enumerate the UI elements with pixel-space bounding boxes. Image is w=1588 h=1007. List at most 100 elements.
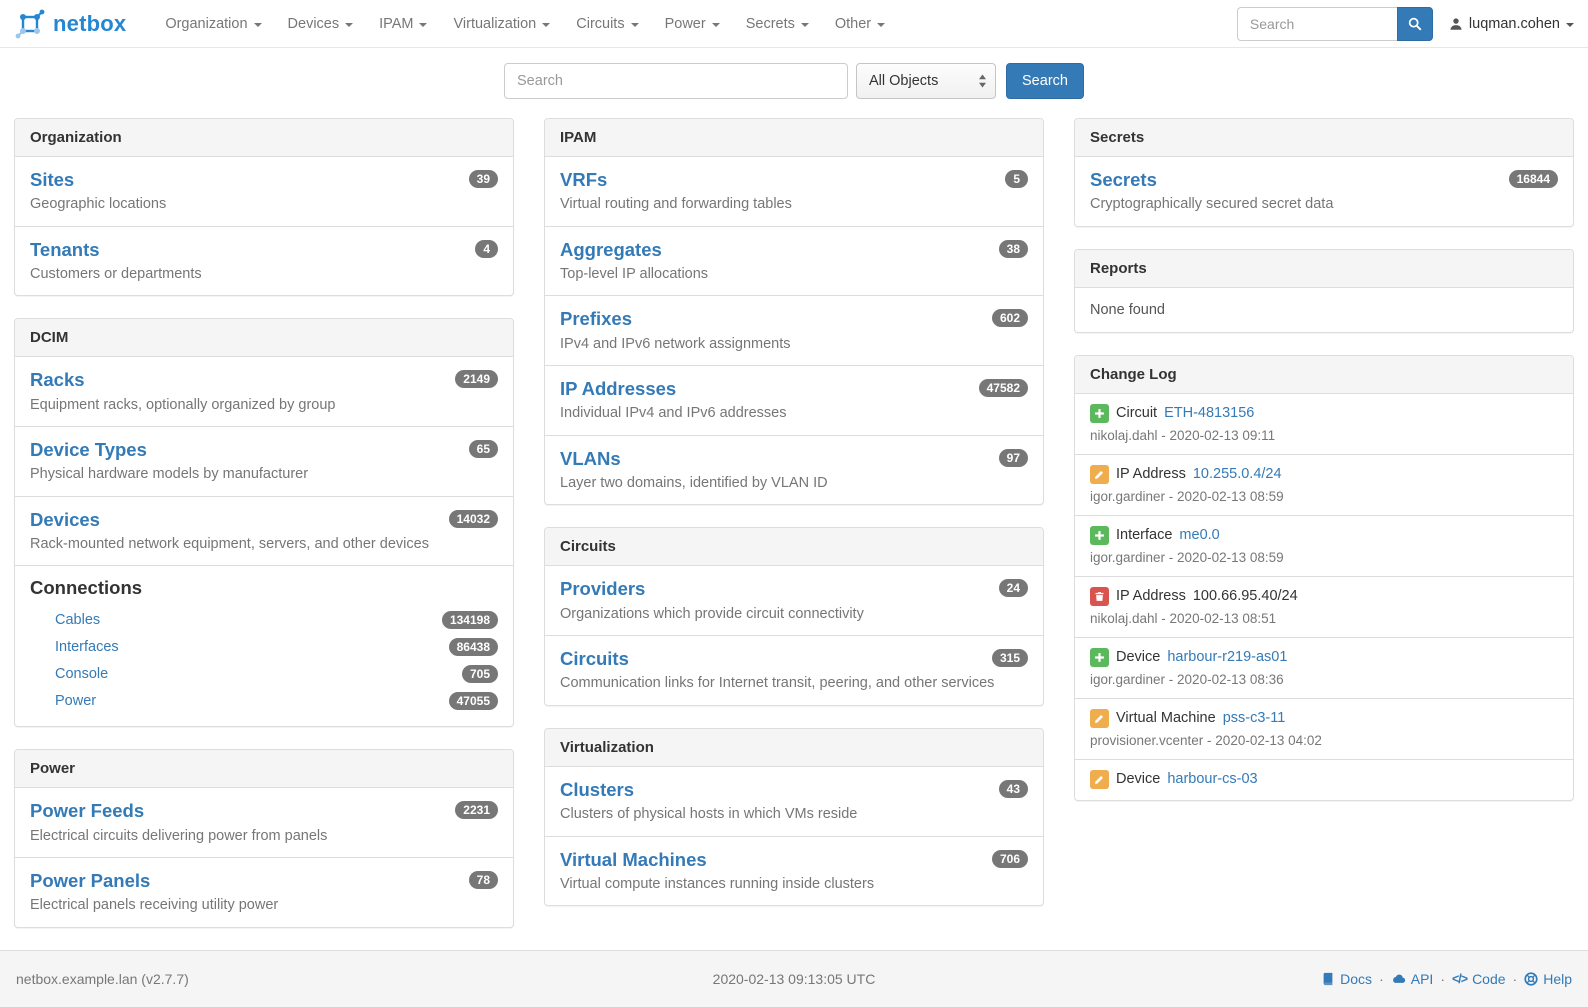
device-types-link[interactable]: Device Types [30,439,147,461]
footer-link-code[interactable]: </> Code [1452,971,1506,987]
caret-down-icon [800,22,809,27]
menu-item-virtualization[interactable]: Virtualization [440,0,563,48]
vrfs-link[interactable]: VRFs [560,169,608,190]
menu-item-circuits[interactable]: Circuits [563,0,651,48]
global-search-button[interactable]: Search [1006,63,1084,99]
brand-name: netbox [53,10,127,36]
username: luqman.cohen [1468,15,1560,32]
item-description: Electrical circuits delivering power fro… [30,827,328,844]
changelog-meta: nikolaj.dahl - 2020-02-13 08:51 [1090,610,1277,626]
panel-circuits: Circuits Providers 24 Organizations which p… [544,527,1044,706]
caret-down-icon [419,22,428,27]
separator: · [1512,970,1518,987]
circuits-link[interactable]: Circuits [560,648,629,670]
item-description: Geographic locations [30,196,167,213]
footer-hostname: netbox.example.lan (v2.7.7) [16,970,189,987]
list-item: VRFs 5 Virtual routing and forwarding tabl… [545,157,1043,226]
object-link[interactable]: pss-c3-11 [1222,709,1286,726]
footer-link-help[interactable]: Help [1524,971,1572,987]
menu-item-ipam[interactable]: IPAM [366,0,440,48]
changelog-line: Virtual Machine pss-c3-11 [1090,708,1558,728]
power-link[interactable]: Power [55,693,97,710]
prefixes-link[interactable]: Prefixes [560,308,632,330]
providers-link[interactable]: Providers [560,578,646,600]
caret-down-icon [542,22,551,27]
item-description: Virtual routing and forwarding tables [560,196,792,213]
count-badge: 86438 [448,638,498,657]
select-stepper-icon [978,74,987,88]
count-badge: 134198 [441,611,498,630]
menu-item-devices[interactable]: Devices [275,0,367,48]
list-item: Prefixes 602 IPv4 and IPv6 network assignm… [545,295,1043,365]
list-item: Tenants 4 Customers or departments [15,225,513,296]
devices-link[interactable]: Devices [30,508,100,530]
menu-item-organization[interactable]: Organization [152,0,274,48]
global-search-input[interactable] [504,63,849,99]
changelog-entry: Circuit ETH-4813156 nikolaj.dahl - 2020-02… [1075,394,1573,454]
menu-item-secrets[interactable]: Secrets [733,0,822,48]
connection-row: Power 47055 [30,688,498,715]
main-nav: Organization Devices IPAM Virtualization Cir… [152,0,898,48]
navbar-right: luqman.cohen [1236,6,1574,41]
interfaces-link[interactable]: Interfaces [55,639,119,656]
count-badge: 78 [468,871,498,890]
object-link[interactable]: ETH-4813156 [1164,404,1255,421]
power-panels-link[interactable]: Power Panels [30,870,151,892]
changelog-entry: IP Address 10.255.0.4/24 igor.gardiner - 2… [1075,453,1573,515]
plus-icon [1090,647,1109,667]
object-type-selected-value: All Objects [869,73,939,89]
object-type: Interface [1116,526,1173,543]
sites-link[interactable]: Sites [30,169,75,190]
tenants-link[interactable]: Tenants [30,238,100,260]
object-type: IP Address [1116,587,1186,604]
cables-link[interactable]: Cables [55,612,101,629]
navbar-search-button[interactable] [1396,6,1433,41]
item-description: Layer two domains, identified by VLAN ID [560,474,828,491]
pencil-icon [1090,708,1109,728]
panel-title: Change Log [1075,355,1573,394]
footer-link-docs[interactable]: Docs [1321,971,1372,987]
pencil-icon [1090,464,1109,484]
menu-item-other[interactable]: Other [822,0,898,48]
item-description: Organizations which provide circuit conn… [560,605,864,622]
clusters-link[interactable]: Clusters [560,778,635,800]
caret-down-icon [1566,22,1574,27]
aggregates-link[interactable]: Aggregates [560,238,662,260]
caret-down-icon [630,22,639,27]
object-link[interactable]: me0.0 [1179,526,1220,543]
racks-link[interactable]: Racks [30,369,85,391]
footer-link-api[interactable]: API [1391,970,1434,987]
object-type-select[interactable]: All Objects [856,63,997,99]
secrets-link[interactable]: Secrets [1090,169,1157,190]
panel-title: Reports [1075,249,1573,288]
power-feeds-link[interactable]: Power Feeds [30,800,145,822]
panel-secrets: Secrets Secrets 16844 Cryptographically sec… [1074,118,1574,227]
object-link[interactable]: 10.255.0.4/24 [1192,465,1282,482]
item-description: Equipment racks, optionally organized by… [30,396,336,413]
count-badge: 2231 [455,801,498,820]
item-description: Customers or departments [30,265,202,282]
panel-dcim: DCIM Racks 2149 Equipment racks, optionally… [14,318,514,728]
caret-down-icon [711,22,720,27]
netbox-logo[interactable]: netbox [14,8,126,40]
panel-changelog: Change Log Circuit ETH-4813156 nikolaj.dahl… [1074,354,1574,801]
changelog-line: Interface me0.0 [1090,525,1558,545]
trash-icon [1090,586,1109,606]
changelog-meta: igor.gardiner - 2020-02-13 08:59 [1090,488,1284,504]
menu-item-power[interactable]: Power [652,0,733,48]
count-badge: 2149 [455,370,498,389]
virtual-machines-link[interactable]: Virtual Machines [560,848,707,870]
ip-addresses-link[interactable]: IP Addresses [560,378,677,400]
object-link[interactable]: harbour-cs-03 [1167,770,1258,787]
separator: · [1440,970,1445,987]
navbar-search-input[interactable] [1236,6,1397,41]
user-menu[interactable]: luqman.cohen [1449,16,1574,32]
list-item: VLANs 97 Layer two domains, identified by … [545,434,1043,505]
dashboard-column: Secrets Secrets 16844 Cryptographically sec… [1074,118,1574,950]
count-badge: 602 [991,309,1028,328]
changelog-line: IP Address 10.255.0.4/24 [1090,464,1558,484]
vlans-link[interactable]: VLANs [560,447,621,469]
object-link[interactable]: harbour-r219-as01 [1167,648,1288,665]
console-link[interactable]: Console [55,666,109,683]
footer-link-label: API [1410,970,1434,987]
